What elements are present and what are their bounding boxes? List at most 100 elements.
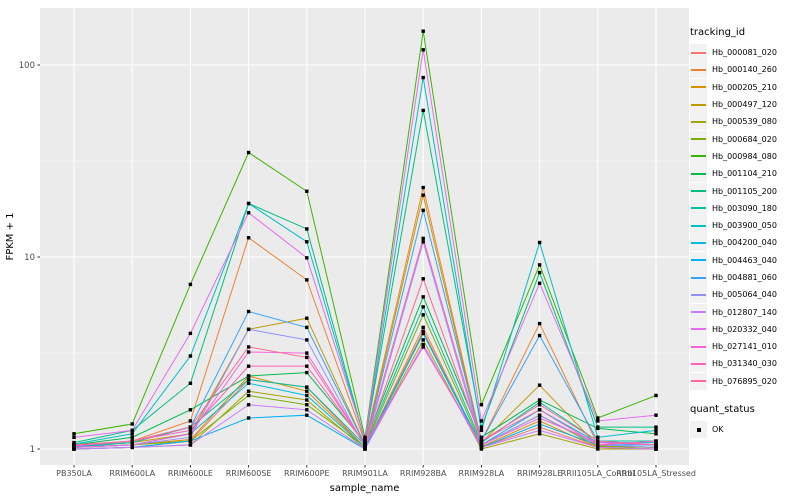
data-point xyxy=(421,108,425,113)
data-point xyxy=(537,403,542,407)
data-point xyxy=(654,432,658,436)
data-point xyxy=(537,398,542,402)
data-point xyxy=(421,345,425,349)
data-point xyxy=(421,277,425,281)
data-point xyxy=(421,75,425,80)
x-tick-label: RRIM600SE xyxy=(226,469,272,478)
data-point xyxy=(421,29,425,33)
data-point xyxy=(246,201,251,206)
data-point xyxy=(130,439,134,443)
data-point xyxy=(479,435,484,440)
data-point xyxy=(421,240,425,244)
data-point xyxy=(72,443,76,447)
legend-entry: Hb_000984_080 xyxy=(690,147,798,165)
x-tick-label: RRIM928LE xyxy=(517,469,562,478)
data-point xyxy=(246,381,251,385)
data-point xyxy=(188,354,193,358)
x-tick-label: RRIM600LE xyxy=(168,469,213,478)
data-point xyxy=(537,428,542,433)
y-tick-label: 100 xyxy=(19,61,35,71)
legend-color-entries: Hb_000081_020 Hb_000140_260 Hb_000205_210 H… xyxy=(690,44,798,390)
legend-key-line xyxy=(690,96,707,114)
data-point xyxy=(188,425,193,429)
legend-key-point xyxy=(690,421,707,439)
legend-shape-entries: OK xyxy=(690,421,798,439)
data-point xyxy=(130,428,134,433)
data-point xyxy=(305,355,309,360)
data-point xyxy=(537,333,542,338)
legend-entry: Hb_001105_200 xyxy=(690,182,798,200)
legend-entry: Hb_005064_040 xyxy=(690,286,798,304)
data-point xyxy=(188,428,193,433)
data-point xyxy=(72,435,76,440)
data-point xyxy=(188,439,193,443)
data-point xyxy=(130,445,134,450)
data-point xyxy=(596,419,600,423)
x-tick-label: RRIM901LA xyxy=(342,469,388,478)
data-point xyxy=(537,422,542,426)
legend-entry-label: Hb_000497_120 xyxy=(712,100,777,110)
data-point xyxy=(246,393,251,398)
legend-entry: Hb_020332_040 xyxy=(690,320,798,338)
data-point xyxy=(246,389,251,393)
data-point xyxy=(246,211,251,215)
data-point xyxy=(479,443,484,447)
x-tick-label: RRII105LA_Control xyxy=(561,469,635,478)
data-point xyxy=(421,329,425,334)
data-point xyxy=(596,445,600,450)
legend-key-line xyxy=(690,217,707,235)
y-axis-title: FPKM + 1 xyxy=(5,212,16,260)
legend-entry-label: Hb_004881_060 xyxy=(712,273,777,282)
data-point xyxy=(596,439,600,443)
data-point xyxy=(421,208,425,213)
data-point xyxy=(537,270,542,275)
legend-entry-label: Hb_001104_210 xyxy=(712,169,777,179)
data-point xyxy=(596,435,600,440)
data-point xyxy=(305,351,309,355)
data-point xyxy=(246,236,251,240)
legend-key-line xyxy=(690,269,707,286)
legend-entry-label: Hb_001105_200 xyxy=(712,186,777,196)
data-point xyxy=(421,305,425,309)
legend-entry: Hb_000497_120 xyxy=(690,96,798,114)
legend-entry-label: OK xyxy=(712,425,724,435)
data-point xyxy=(246,309,251,314)
data-point xyxy=(596,425,600,429)
data-point xyxy=(479,445,484,450)
data-point xyxy=(188,408,193,412)
data-point xyxy=(537,240,542,245)
data-point xyxy=(305,364,309,368)
x-tick-label: RRIM928BA xyxy=(400,469,447,478)
data-point xyxy=(654,428,658,433)
legend-key-line xyxy=(690,147,707,165)
data-point xyxy=(363,443,367,447)
legend-key-line xyxy=(690,234,707,252)
legend-entry: Hb_027141_010 xyxy=(690,338,798,356)
data-point xyxy=(130,435,134,440)
data-point xyxy=(130,422,134,426)
legend-key-line xyxy=(690,44,707,62)
data-point xyxy=(305,385,309,389)
data-point xyxy=(130,443,134,447)
legend-entry: Hb_004463_040 xyxy=(690,251,798,269)
legend-key-line xyxy=(690,199,707,217)
data-point xyxy=(363,435,367,440)
data-point xyxy=(596,416,600,420)
data-point xyxy=(421,236,425,241)
legend-title-quant-status: quant_status xyxy=(690,403,755,415)
legend-entry-label: Hb_004200_040 xyxy=(712,238,777,248)
data-point xyxy=(479,425,484,429)
data-point xyxy=(188,419,193,423)
data-point xyxy=(479,419,484,423)
legend-entry-label: Hb_020332_040 xyxy=(712,324,777,334)
data-point xyxy=(537,281,542,285)
data-point xyxy=(537,425,542,429)
data-point xyxy=(363,437,367,442)
data-point xyxy=(537,432,542,436)
legend-entry-label: Hb_003900_050 xyxy=(712,221,777,231)
legend-entry-label: Hb_000081_020 xyxy=(712,48,777,58)
x-tick-label: PB350LA xyxy=(56,469,92,478)
data-point xyxy=(421,338,425,342)
